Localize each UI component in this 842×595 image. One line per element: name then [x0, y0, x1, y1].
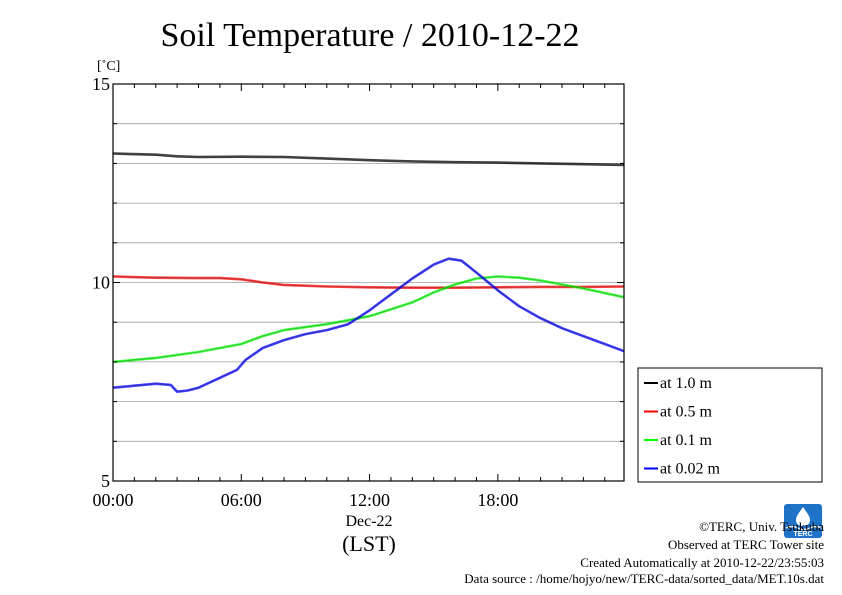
series-lines	[112, 152, 625, 394]
legend-label: at 0.02 m	[660, 461, 721, 478]
x-tick-label: 12:00	[349, 490, 390, 510]
axis-ticks: 5 10 15 00:00 06:00 12:00 18:00	[92, 74, 624, 510]
legend-label: at 0.1 m	[660, 432, 713, 449]
x-axis-title: (LST)	[342, 531, 396, 556]
chart-title: Soil Temperature / 2010-12-22	[160, 17, 579, 54]
series-line-core	[112, 276, 625, 363]
footer-copyright: ©TERC, Univ. Tsukuba	[699, 519, 824, 534]
legend: at 1.0 m at 0.5 m at 0.1 m at 0.02 m	[637, 367, 823, 483]
terc-logo: TERC	[784, 504, 823, 538]
series-line-at-0-1-m	[112, 275, 625, 364]
x-axis-date-label: Dec-22	[345, 513, 392, 530]
series-line-at-1-0-m	[112, 152, 625, 167]
water-drop-icon	[796, 507, 810, 526]
series-line-core	[112, 258, 625, 393]
y-tick-label: 5	[101, 471, 110, 491]
series-line-at-0-02-m	[112, 257, 625, 394]
x-tick-label: 00:00	[92, 490, 133, 510]
y-axis-unit: [˚C]	[97, 59, 120, 74]
series-line-core	[112, 276, 625, 289]
logo-text: TERC	[793, 531, 812, 538]
y-tick-label: 10	[92, 273, 110, 293]
wave-icon	[785, 525, 823, 531]
footer-created: Created Automatically at 2010-12-22/23:5…	[580, 555, 824, 570]
x-tick-label: 06:00	[221, 490, 262, 510]
footer-observed: Observed at TERC Tower site	[667, 537, 824, 552]
series-line-at-0-5-m	[112, 275, 625, 290]
legend-label: at 1.0 m	[660, 375, 713, 392]
legend-label: at 0.5 m	[660, 404, 713, 421]
x-tick-label: 18:00	[477, 490, 518, 510]
legend-box	[637, 367, 823, 483]
y-tick-label: 15	[92, 74, 110, 94]
footer-data-source: Data source : /home/hojyo/new/TERC-data/…	[464, 571, 824, 586]
grid-lines	[113, 123, 624, 442]
